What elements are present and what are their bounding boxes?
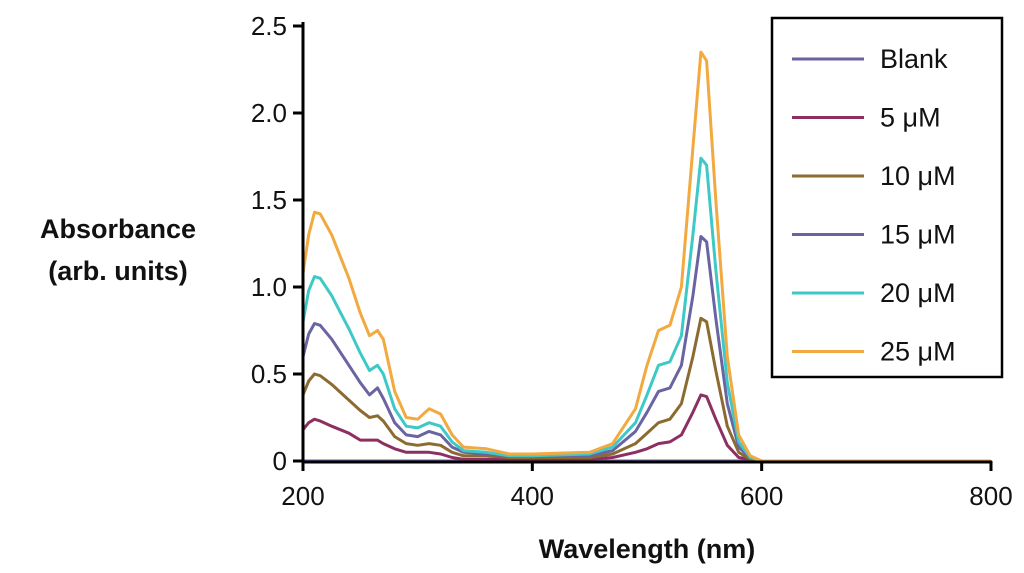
series-line-1 bbox=[301, 393, 991, 463]
y-axis-label-line2: (arb. units) bbox=[48, 256, 188, 286]
legend-label: 15 μM bbox=[880, 220, 956, 250]
x-tick-label: 200 bbox=[281, 481, 324, 511]
legend-label: 5 μM bbox=[880, 103, 941, 133]
series-line-4 bbox=[301, 156, 991, 463]
x-tick-label: 400 bbox=[511, 481, 554, 511]
legend-label: 25 μM bbox=[880, 337, 956, 367]
y-tick-label: 0 bbox=[273, 446, 287, 476]
y-tick-label: 1.0 bbox=[251, 272, 287, 302]
y-tick-label: 0.5 bbox=[251, 359, 287, 389]
y-tick-label: 2.0 bbox=[251, 98, 287, 128]
x-tick-label: 600 bbox=[740, 481, 783, 511]
legend-box bbox=[770, 16, 1004, 379]
y-axis-label-line1: Absorbance bbox=[40, 214, 196, 244]
legend-label: 20 μM bbox=[880, 278, 956, 308]
series-line-2 bbox=[301, 316, 991, 463]
legend-label: Blank bbox=[880, 44, 948, 74]
x-tick-label: 800 bbox=[969, 481, 1012, 511]
y-tick-label: 1.5 bbox=[251, 185, 287, 215]
x-axis-label: Wavelength (nm) bbox=[539, 534, 756, 564]
series-line-5 bbox=[301, 50, 991, 463]
legend-label: 10 μM bbox=[880, 161, 956, 191]
y-tick-label: 2.5 bbox=[251, 11, 287, 41]
